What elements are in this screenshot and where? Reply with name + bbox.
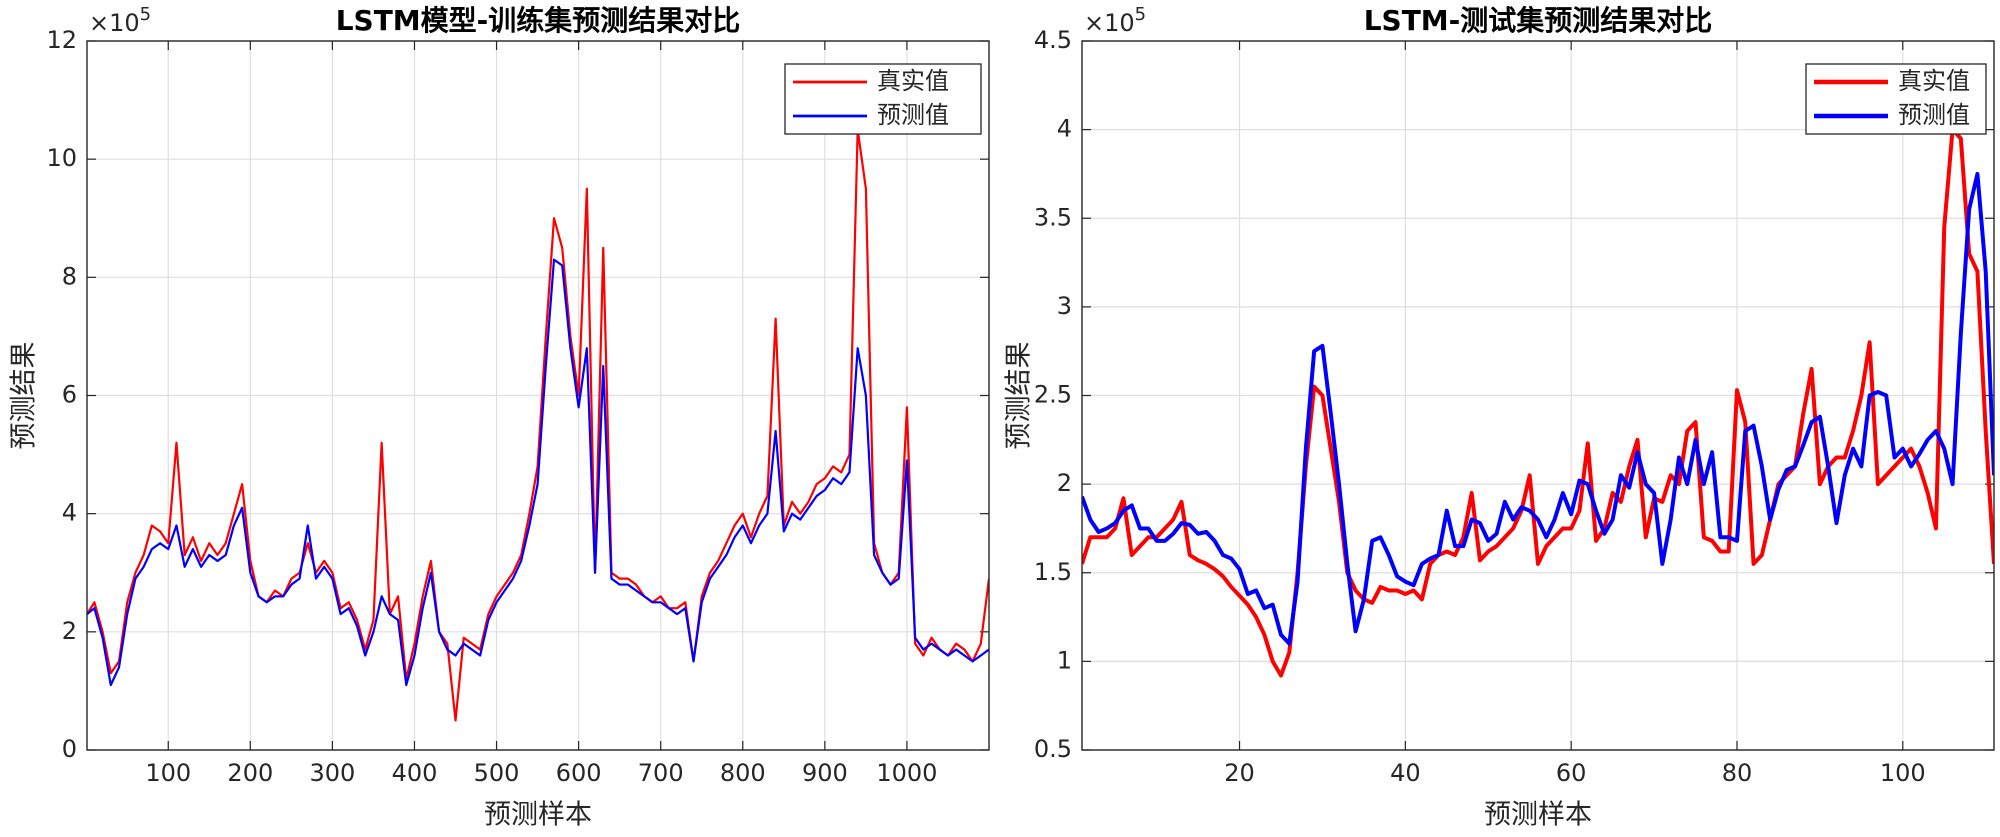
x-tick-label: 400 [392, 759, 438, 787]
x-tick-label: 80 [1722, 759, 1753, 787]
axes: 0.5 1 1.5 2 2.5 3 3.5 4 4.5 20 40 60 80 100 LSTM-测试集预测… [1004, 4, 1995, 831]
y-tick-label: 0.5 [1034, 735, 1072, 763]
y-multiplier: ×105 [89, 4, 151, 37]
series-line [87, 128, 989, 722]
y-axis-label: 预测结果 [1004, 342, 1035, 450]
y-tick-label: 3.5 [1034, 203, 1072, 231]
x-tick-label: 40 [1390, 759, 1421, 787]
axes-frame [1081, 40, 1995, 751]
legend-label: 真实值 [1898, 67, 1970, 95]
x-tick-label: 600 [556, 759, 602, 787]
x-tick-label: 1000 [876, 759, 937, 787]
plot [87, 128, 989, 722]
y-tick-label: 1 [1057, 646, 1072, 674]
chart-title: LSTM模型-训练集预测结果对比 [336, 4, 741, 37]
x-axis-label: 预测样本 [1484, 800, 1592, 831]
y-tick-label: 4 [62, 499, 77, 527]
axes: 0 2 4 6 8 10 12 100 200 300 400 500 600 700 800 900 1000… [9, 4, 990, 831]
y-tick-label: 3 [1057, 292, 1072, 320]
y-tick-label: 0 [62, 735, 77, 763]
legend-label: 预测值 [1898, 101, 1970, 129]
y-axis-label: 预测结果 [9, 342, 40, 450]
x-axis-label: 预测样本 [484, 800, 592, 831]
x-tick-label: 200 [227, 759, 273, 787]
y-multiplier-power: 5 [1135, 4, 1146, 25]
legend-label: 真实值 [877, 67, 949, 95]
legend-box [784, 63, 982, 135]
y-tick-label: 4 [1057, 115, 1072, 143]
series-line [87, 258, 989, 687]
x-tick-label: 900 [802, 759, 848, 787]
y-tick-label: 4.5 [1034, 26, 1072, 54]
x-tick-label: 100 [145, 759, 191, 787]
y-multiplier-base: ×10 [89, 9, 140, 37]
series-line [1082, 171, 1994, 646]
x-tick-label: 300 [309, 759, 355, 787]
y-tick-label: 12 [46, 26, 77, 54]
y-tick-label: 6 [62, 381, 77, 409]
chart-title: LSTM-测试集预测结果对比 [1364, 4, 1713, 37]
y-multiplier-base: ×10 [1084, 9, 1135, 37]
plot [1082, 127, 1994, 678]
x-tick-label: 800 [720, 759, 766, 787]
y-tick-label: 10 [46, 144, 77, 172]
legend-label: 预测值 [877, 101, 949, 129]
y-tick-label: 8 [62, 262, 77, 290]
x-tick-label: 700 [638, 759, 684, 787]
legend-box [1805, 63, 1987, 135]
x-tick-label: 500 [474, 759, 520, 787]
x-tick-label: 100 [1880, 759, 1926, 787]
y-multiplier-power: 5 [140, 4, 151, 25]
y-tick-label: 2 [62, 617, 77, 645]
axes-frame [86, 40, 990, 751]
y-tick-label: 2.5 [1034, 381, 1072, 409]
x-tick-label: 60 [1556, 759, 1587, 787]
x-tick-label: 20 [1224, 759, 1255, 787]
y-tick-label: 1.5 [1034, 558, 1072, 586]
series-line [1082, 127, 1994, 678]
y-multiplier: ×105 [1084, 4, 1146, 37]
y-tick-label: 2 [1057, 469, 1072, 497]
